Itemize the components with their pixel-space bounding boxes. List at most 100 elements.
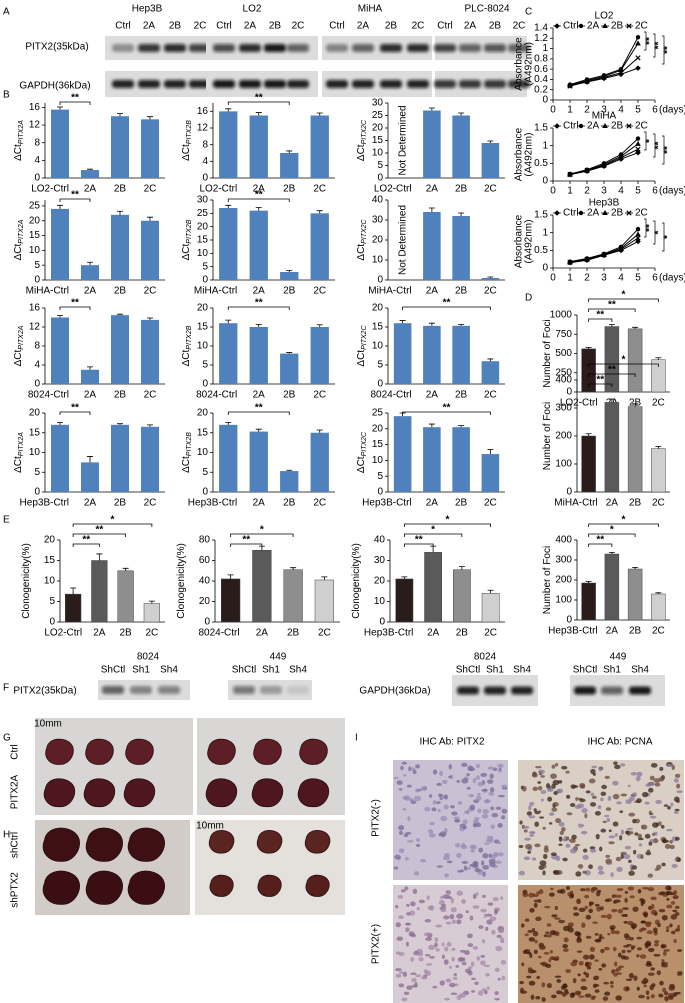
error-bar	[608, 324, 615, 327]
x-tick-label: 2	[584, 186, 590, 197]
nucleus	[424, 918, 432, 923]
liver	[209, 874, 234, 897]
nucleus	[565, 836, 570, 841]
x-tick-label: 1	[567, 105, 573, 116]
nucleus	[439, 906, 447, 911]
legend-marker	[554, 23, 560, 29]
significance-bracket	[227, 101, 290, 105]
liver	[208, 830, 235, 854]
nucleus	[658, 908, 666, 913]
data-point	[635, 136, 641, 141]
y-axis-label: ΔCtPITX2A	[13, 219, 25, 260]
nucleus	[440, 909, 447, 913]
nucleus	[486, 919, 493, 925]
nucleus	[581, 808, 588, 814]
nucleus	[582, 986, 588, 990]
nucleus	[649, 838, 655, 843]
x-tick-label: Hep3B-Ctrl	[548, 626, 597, 637]
nucleus	[469, 915, 474, 921]
nucleus	[410, 767, 416, 771]
nucleus	[641, 824, 648, 830]
y-axis-label: Absorbance	[514, 127, 525, 181]
nucleus	[432, 800, 437, 805]
blot-band	[459, 44, 481, 52]
x-tick-label: 3	[601, 105, 607, 116]
nucleus	[576, 950, 583, 953]
significance-bracket	[59, 411, 91, 415]
nucleus	[523, 829, 528, 833]
nucleus	[651, 832, 656, 836]
nucleus	[492, 767, 498, 772]
data-point	[567, 171, 573, 177]
nucleus	[405, 831, 412, 835]
x-tick-label: 5	[635, 105, 641, 116]
nucleus	[446, 941, 452, 947]
y-axis-label: (A492nm)	[524, 133, 535, 177]
nucleus	[654, 782, 661, 787]
y-tick-label: 5	[377, 160, 383, 171]
blot-band	[380, 80, 402, 88]
nucleus	[427, 829, 434, 834]
y-tick-label: 10	[29, 245, 41, 256]
nucleus	[644, 944, 649, 949]
nucleus	[435, 948, 440, 952]
lane-label: 2C	[412, 21, 425, 32]
bar	[481, 593, 500, 623]
nucleus	[538, 955, 542, 959]
nucleus	[562, 944, 569, 949]
nucleus	[653, 778, 661, 783]
y-tick-label: 100	[555, 595, 572, 606]
nucleus	[481, 988, 486, 992]
nucleus	[454, 983, 459, 987]
nucleus	[639, 928, 643, 933]
y-axis-label-text: ΔCt	[13, 350, 24, 367]
y-axis-label-subscript: PITX2C	[361, 218, 368, 243]
blot-band	[352, 80, 374, 88]
error-bar	[96, 553, 103, 561]
y-tick-label: 25	[197, 208, 209, 219]
x-tick-label: 2B	[283, 498, 296, 509]
nucleus	[664, 991, 669, 996]
error-bar	[608, 552, 615, 554]
y-axis-label-text: ΔCt	[13, 244, 24, 261]
nucleus	[620, 851, 627, 855]
y-tick-label: 15	[372, 135, 384, 146]
y-tick-label: 25	[372, 110, 384, 121]
nucleus	[438, 832, 442, 837]
nucleus	[400, 889, 406, 893]
nucleus	[672, 895, 679, 900]
y-axis-label: Absorbance	[514, 37, 525, 91]
nucleus	[490, 806, 495, 811]
nucleus	[521, 923, 525, 928]
liver	[42, 827, 80, 862]
y-tick-label: 0	[202, 487, 208, 498]
blot-band	[629, 686, 651, 695]
nucleus	[467, 966, 473, 970]
y-tick-label: 5	[34, 260, 40, 271]
y-axis-label: Clonogenicity(%)	[351, 543, 362, 619]
blot-band	[574, 686, 596, 695]
liver	[305, 874, 330, 897]
protein-label: PITX2(35kDa)	[25, 42, 88, 53]
y-axis-label-text: ΔCt	[356, 144, 367, 161]
error-bar	[458, 323, 465, 326]
nucleus	[407, 816, 411, 822]
nucleus	[404, 857, 409, 861]
nucleus	[523, 856, 531, 861]
y-tick-label: 15	[197, 235, 209, 246]
error-bar	[321, 576, 328, 580]
nucleus	[418, 899, 426, 904]
nucleus	[666, 904, 673, 909]
nucleus	[670, 901, 676, 905]
nucleus	[561, 765, 568, 770]
nucleus	[498, 928, 504, 934]
x-tick-label: 2B	[283, 184, 296, 195]
y-tick-label: 20	[29, 215, 41, 226]
y-tick-label: 20	[29, 408, 41, 419]
blot-band	[484, 44, 506, 52]
nucleus	[405, 927, 410, 932]
nucleus	[423, 969, 428, 974]
nucleus	[632, 818, 637, 824]
panel-label: E	[3, 515, 10, 526]
nucleus	[438, 899, 446, 906]
